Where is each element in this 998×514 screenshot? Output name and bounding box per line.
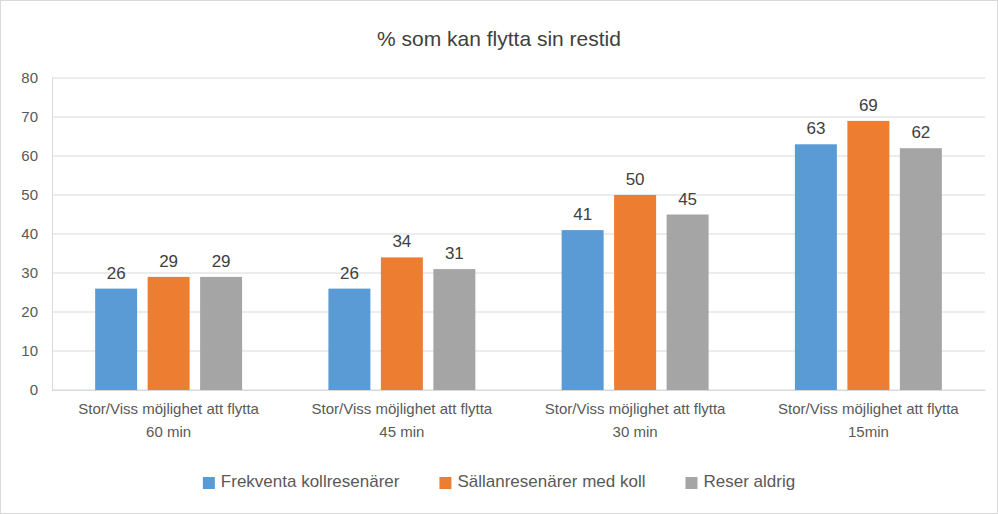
grid-line: [52, 312, 985, 313]
bar: [795, 144, 837, 390]
legend: Frekventa kollresenärer Sällanresenärer m…: [203, 472, 795, 491]
data-labels: 26 26 41 63 29 34 50 69 29 31 45 62: [107, 96, 931, 283]
bars: [95, 121, 942, 390]
y-tick: 30: [21, 264, 52, 281]
grid-line: [52, 273, 985, 274]
grid-line: [52, 78, 985, 79]
bar: [200, 277, 242, 390]
bar: [667, 215, 709, 391]
y-tick-label: 50: [21, 186, 38, 203]
grid-line: [52, 195, 985, 196]
bar: [900, 148, 942, 390]
background: [1, 1, 998, 514]
data-label: 69: [859, 96, 878, 115]
x-tick-label: Stor/Viss möjlighet att flytta45 min: [312, 400, 493, 440]
legend-item: Sällanresenärer med koll: [439, 472, 645, 491]
data-label: 63: [806, 119, 825, 138]
x-axis: Stor/Viss möjlighet att flytta60 min Stor…: [53, 390, 986, 440]
data-label: 41: [573, 205, 592, 224]
data-label: 26: [340, 264, 359, 283]
legend-label: Frekventa kollresenärer: [221, 472, 400, 491]
y-tick: 60: [21, 147, 52, 164]
x-tick: Stor/Viss möjlighet att flytta15min: [778, 390, 959, 440]
x-tick-label: Stor/Viss möjlighet att flytta30 min: [545, 400, 726, 440]
data-label: 26: [107, 264, 126, 283]
legend-label: Reser aldrig: [703, 472, 795, 491]
data-label: 29: [212, 252, 231, 271]
y-tick-label: 0: [30, 381, 38, 398]
y-tick-label: 20: [21, 303, 38, 320]
x-tick-label: Stor/Viss möjlighet att flytta60 min: [78, 400, 259, 440]
legend-label: Sällanresenärer med koll: [457, 472, 645, 491]
data-label: 45: [678, 190, 697, 209]
y-tick-label: 10: [21, 342, 38, 359]
y-axis-line: [52, 79, 53, 391]
bar: [847, 121, 889, 390]
y-tick-label: 40: [21, 225, 38, 242]
data-label: 31: [445, 244, 464, 263]
y-tick: 50: [21, 186, 52, 203]
legend-swatch: [685, 477, 697, 489]
series: [95, 144, 837, 390]
y-axis: 0 10 20 30 40 50 60 70 80: [21, 69, 52, 398]
bar: [148, 277, 190, 390]
title: % som kan flytta sin restid: [377, 27, 621, 50]
x-tick: Stor/Viss möjlighet att flytta45 min: [312, 390, 493, 440]
legend-swatch: [203, 477, 215, 489]
bar: [562, 230, 604, 390]
chart: 0 10 20 30 40 50 60 70 80 Stor/Viss möjlighet att…: [0, 0, 998, 514]
bar: [95, 289, 137, 390]
y-tick: 10: [21, 342, 52, 359]
data-label: 50: [626, 170, 645, 189]
x-tick: Stor/Viss möjlighet att flytta60 min: [78, 390, 259, 440]
bar: [614, 195, 656, 390]
bar: [328, 289, 370, 390]
grid-line: [52, 351, 985, 352]
bar: [381, 257, 423, 390]
grid-line: [52, 234, 985, 235]
y-tick: 0: [30, 381, 52, 398]
series: [200, 148, 942, 390]
grid-line: [52, 390, 985, 391]
x-axis-line: [53, 390, 986, 391]
y-tick: 80: [21, 69, 52, 86]
y-tick-label: 70: [21, 108, 38, 125]
data-label: 29: [159, 252, 178, 271]
x-tick-label: Stor/Viss möjlighet att flytta15min: [778, 400, 959, 440]
y-tick: 40: [21, 225, 52, 242]
x-tick: Stor/Viss möjlighet att flytta30 min: [545, 390, 726, 440]
y-tick-label: 30: [21, 264, 38, 281]
legend-item: Frekventa kollresenärer: [203, 472, 400, 491]
y-tick: 20: [21, 303, 52, 320]
data-label: 34: [392, 232, 411, 251]
grid-line: [52, 156, 985, 157]
y-tick-label: 60: [21, 147, 38, 164]
data-label: 62: [911, 123, 930, 142]
grid: [52, 78, 985, 390]
y-tick-label: 80: [21, 69, 38, 86]
series: [148, 121, 890, 390]
plot: 0 10 20 30 40 50 60 70 80 Stor/Viss möjlighet att…: [21, 69, 985, 439]
y-tick: 70: [21, 108, 52, 125]
legend-item: Reser aldrig: [685, 472, 795, 491]
legend-swatch: [439, 477, 451, 489]
bar: [433, 269, 475, 390]
grid-line: [52, 117, 985, 118]
